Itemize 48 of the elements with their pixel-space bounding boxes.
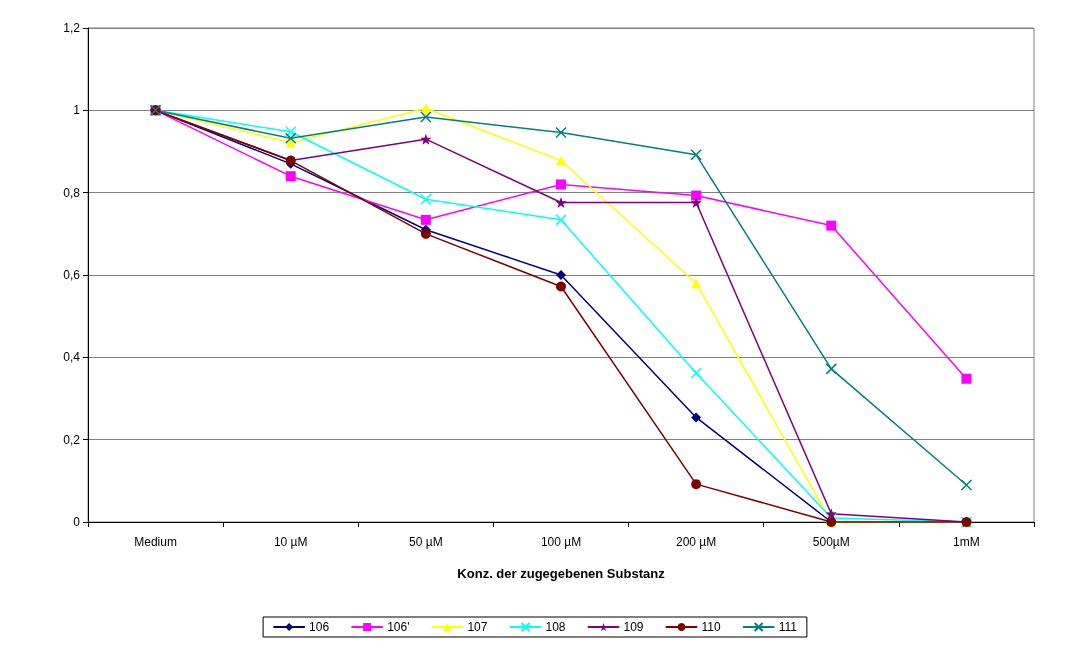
point	[285, 171, 296, 182]
point	[420, 228, 431, 239]
point	[826, 220, 837, 231]
x-axis-title: Konz. der zugegebenen Substanz	[457, 566, 666, 581]
point	[555, 126, 567, 139]
y-tick-label: 0,6	[63, 268, 81, 282]
legend-label: 111	[778, 620, 798, 634]
y-tick-label: 0,4	[63, 350, 81, 365]
point	[825, 363, 838, 375]
point	[556, 179, 566, 190]
point	[691, 479, 702, 490]
x-tick-label: Medium	[134, 535, 177, 549]
point	[555, 197, 567, 209]
point	[825, 508, 837, 520]
point	[284, 125, 297, 138]
point	[691, 412, 702, 423]
y-tick-label: 1,2	[63, 21, 81, 35]
point	[690, 197, 702, 209]
legend-label: 108	[545, 620, 566, 634]
legend-label: 106'	[387, 620, 410, 634]
x-tick-label: 50 µM	[409, 535, 443, 549]
y-tick-label: 1	[73, 103, 81, 118]
x-tick-label: 1mM	[953, 535, 980, 549]
legend-label: 107	[467, 620, 488, 634]
point	[420, 193, 432, 205]
x-tick-label: 200 µM	[676, 535, 717, 549]
point	[284, 132, 297, 145]
y-tick-label: 0,8	[63, 185, 81, 200]
legend-label: 109	[623, 620, 644, 634]
point	[556, 270, 566, 280]
point	[690, 149, 702, 161]
point	[691, 190, 702, 201]
point	[556, 155, 566, 166]
point	[555, 214, 567, 226]
y-tick-label: 0,2	[63, 432, 81, 447]
point	[960, 479, 973, 491]
point	[691, 278, 702, 289]
legend-label: 110	[701, 620, 721, 634]
point	[420, 111, 432, 123]
point	[420, 214, 431, 225]
point	[556, 281, 566, 292]
y-tick-label: 0	[73, 515, 81, 529]
x-tick-label: 500µM	[812, 535, 850, 549]
point	[961, 373, 972, 384]
legend-label: 106	[309, 620, 330, 634]
x-tick-label: 100 µM	[540, 535, 582, 549]
point	[690, 367, 702, 379]
x-tick-label: 10 µM	[273, 535, 308, 549]
